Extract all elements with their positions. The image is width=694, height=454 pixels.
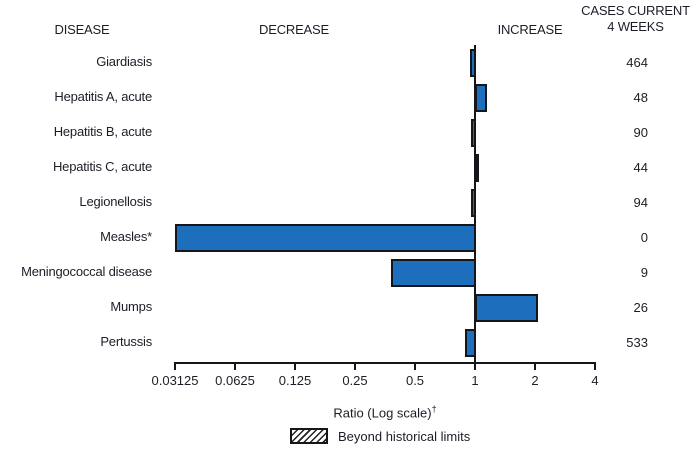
cases-current-value: 94 bbox=[633, 195, 648, 210]
disease-label: Pertussis bbox=[100, 334, 152, 349]
cases-current-value: 26 bbox=[633, 300, 648, 315]
x-axis-tick-label: 0.0625 bbox=[215, 373, 255, 388]
ratio-bar bbox=[391, 259, 476, 287]
x-axis-tick-label: 1 bbox=[471, 373, 479, 388]
cases-current-value: 533 bbox=[626, 335, 648, 350]
disease-label: Hepatitis A, acute bbox=[54, 89, 152, 104]
legend-label: Beyond historical limits bbox=[338, 428, 471, 444]
x-axis-tick bbox=[474, 362, 476, 370]
legend: Beyond historical limits bbox=[290, 428, 470, 444]
x-axis-title-text: Ratio (Log scale) bbox=[333, 405, 432, 421]
x-axis-title: Ratio (Log scale)† bbox=[175, 404, 595, 420]
baseline-ratio-1-line bbox=[474, 45, 476, 364]
column-header-cases: CASES CURRENT 4 WEEKS bbox=[577, 3, 694, 35]
disease-label: Measles* bbox=[100, 229, 152, 244]
x-axis-tick-label: 0.03125 bbox=[151, 373, 199, 388]
column-header-disease: DISEASE bbox=[54, 22, 110, 37]
disease-label: Giardiasis bbox=[96, 54, 152, 69]
x-axis-tick bbox=[594, 362, 596, 370]
dagger-footnote-marker: † bbox=[431, 404, 437, 414]
legend-hatched-swatch bbox=[290, 428, 328, 444]
x-axis-line bbox=[174, 362, 596, 364]
cases-current-value: 9 bbox=[640, 265, 648, 280]
x-axis-tick-label: 0.25 bbox=[342, 373, 368, 388]
column-header-cases-line2: 4 WEEKS bbox=[607, 19, 664, 34]
ratio-bar bbox=[475, 154, 480, 182]
x-axis-tick bbox=[234, 362, 236, 370]
x-axis-tick-label: 4 bbox=[591, 373, 599, 388]
x-axis-tick bbox=[534, 362, 536, 370]
ratio-bar bbox=[175, 224, 476, 252]
x-axis-tick bbox=[294, 362, 296, 370]
cases-current-value: 464 bbox=[626, 55, 648, 70]
disease-label: Mumps bbox=[110, 299, 152, 314]
cases-current-value: 90 bbox=[633, 125, 648, 140]
x-axis-tick-label: 2 bbox=[531, 373, 539, 388]
column-header-cases-line1: CASES CURRENT bbox=[581, 3, 690, 18]
cases-current-value: 44 bbox=[633, 160, 648, 175]
x-axis-tick bbox=[354, 362, 356, 370]
disease-label: Hepatitis B, acute bbox=[53, 124, 152, 139]
disease-label: Meningococcal disease bbox=[21, 264, 152, 279]
x-axis-tick-label: 0.5 bbox=[405, 373, 425, 388]
disease-label: Legionellosis bbox=[79, 194, 152, 209]
x-axis-tick-label: 0.125 bbox=[278, 373, 312, 388]
column-header-increase: INCREASE bbox=[497, 22, 563, 37]
ratio-bar bbox=[475, 294, 538, 322]
column-header-decrease: DECREASE bbox=[259, 22, 329, 37]
x-axis-tick bbox=[414, 362, 416, 370]
x-axis-tick bbox=[174, 362, 176, 370]
cases-current-value: 48 bbox=[633, 90, 648, 105]
ratio-bar bbox=[475, 84, 488, 112]
disease-label: Hepatitis C, acute bbox=[52, 159, 152, 174]
cases-current-value: 0 bbox=[640, 230, 648, 245]
